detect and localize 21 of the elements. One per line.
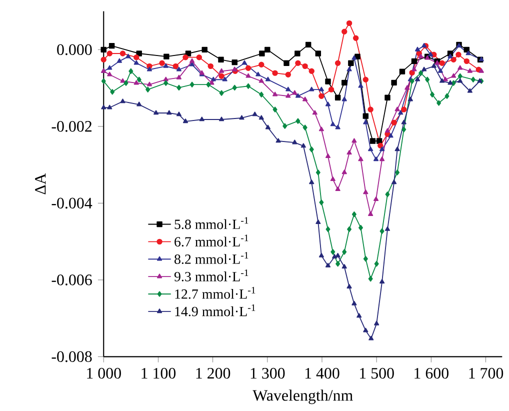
y-tick-label: -0.008 (52, 351, 92, 362)
x-tick-label: 1 200 (196, 368, 230, 378)
legend-label: 12.7 mmol·L$^{-1}$ (175, 286, 256, 299)
y-axis-title: ΔA (35, 172, 46, 194)
x-tick-label: 1 300 (250, 368, 285, 378)
legend-label: 8.2 mmol·L$^{-1}$ (174, 252, 248, 264)
legend-label: 14.9 mmol·L$^{-1}$ (175, 304, 256, 316)
x-tick-label: 1 600 (414, 368, 448, 378)
x-tick-label: 1 500 (360, 368, 394, 378)
x-tick-label: 1 700 (469, 368, 504, 378)
x-tick-label: 1 000 (87, 368, 121, 378)
legend-label: 5.8 mmol·L$^{-1}$ (174, 216, 248, 229)
legend-label: 9.3 mmol·L$^{-1}$ (174, 269, 248, 282)
y-tick-label: -0.006 (52, 274, 92, 286)
y-tick-label: 0.000 (57, 44, 92, 55)
y-tick-label: -0.004 (52, 198, 92, 208)
x-tick-label: 1 100 (142, 368, 176, 378)
y-tick-label: -0.002 (52, 120, 92, 132)
x-tick-label: 1 400 (305, 368, 340, 378)
x-axis-title: Wavelength/nm (252, 389, 353, 404)
legend-label: 6.7 mmol·L$^{-1}$ (174, 234, 248, 246)
